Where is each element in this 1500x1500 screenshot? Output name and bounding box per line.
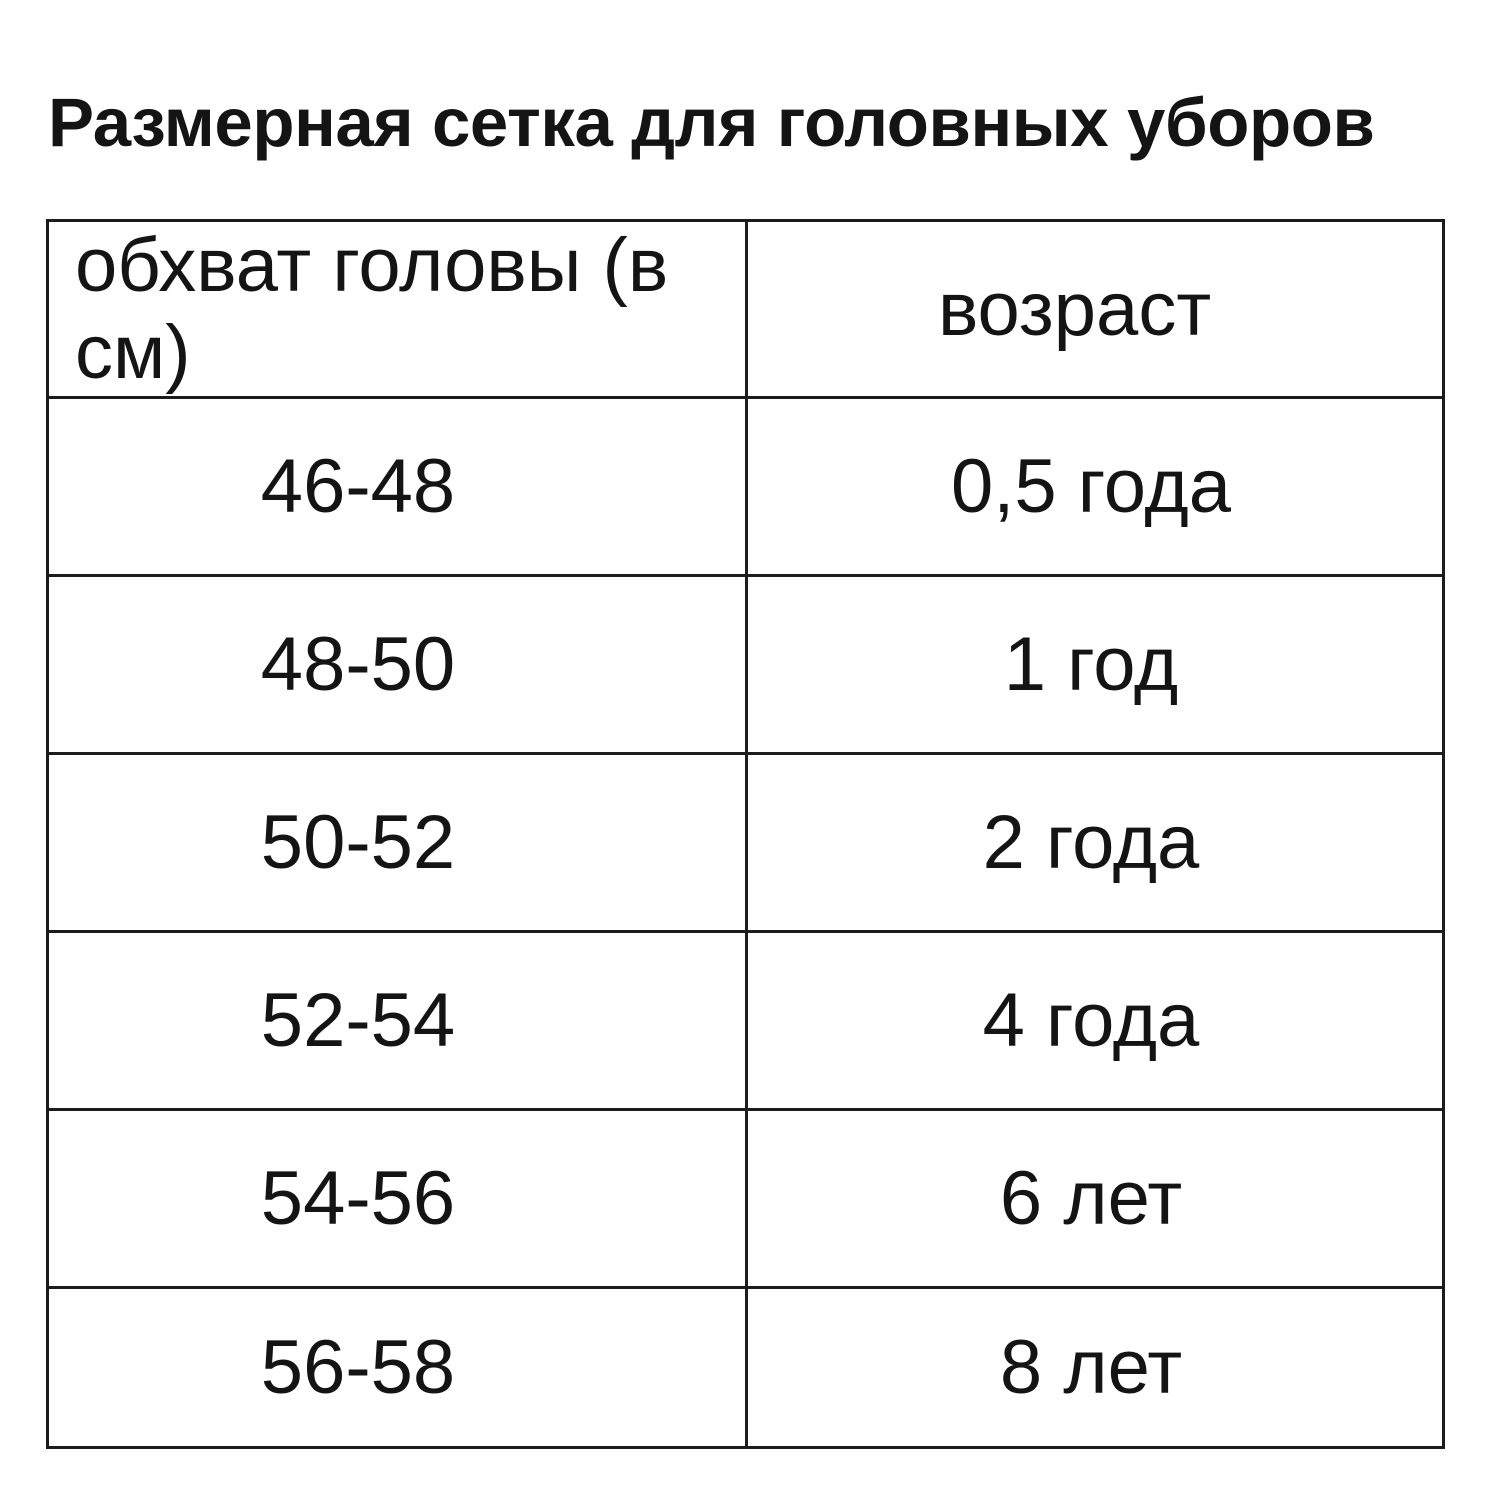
cell-head-circumference: 50-52 (46, 752, 748, 933)
cell-head-circumference: 54-56 (46, 1108, 748, 1289)
table-row: 46-48 0,5 года (46, 396, 1445, 577)
cell-head-circumference: 52-54 (46, 930, 748, 1111)
cell-head-circumference: 48-50 (46, 574, 748, 755)
cell-age: 8 лет (745, 1286, 1445, 1449)
table-row: 48-50 1 год (46, 574, 1445, 755)
cell-age: 4 года (745, 930, 1445, 1111)
cell-head-circumference: 46-48 (46, 396, 748, 577)
page-title: Размерная сетка для головных уборов (48, 84, 1375, 161)
size-chart-table: обхват головы (в см) возраст 46-48 0,5 г… (46, 219, 1445, 1449)
table-row: 54-56 6 лет (46, 1108, 1445, 1289)
table-header-row: обхват головы (в см) возраст (46, 219, 1445, 399)
table-row: 52-54 4 года (46, 930, 1445, 1111)
cell-age: 2 года (745, 752, 1445, 933)
table-row: 50-52 2 года (46, 752, 1445, 933)
column-header-age: возраст (745, 219, 1445, 399)
column-header-head-circumference: обхват головы (в см) (46, 219, 748, 399)
table-row: 56-58 8 лет (46, 1286, 1445, 1449)
cell-age: 6 лет (745, 1108, 1445, 1289)
cell-head-circumference: 56-58 (46, 1286, 748, 1449)
cell-age: 0,5 года (745, 396, 1445, 577)
cell-age: 1 год (745, 574, 1445, 755)
